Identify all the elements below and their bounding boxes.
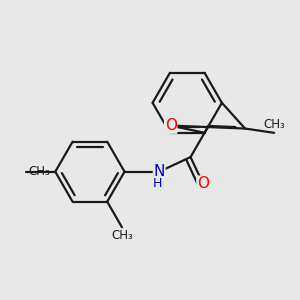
Text: CH₃: CH₃ (28, 165, 50, 178)
Text: N: N (154, 164, 165, 179)
Text: O: O (197, 176, 209, 191)
Text: O: O (165, 118, 177, 133)
Text: CH₃: CH₃ (111, 229, 133, 242)
Text: H: H (153, 178, 162, 190)
Text: CH₃: CH₃ (263, 118, 285, 131)
